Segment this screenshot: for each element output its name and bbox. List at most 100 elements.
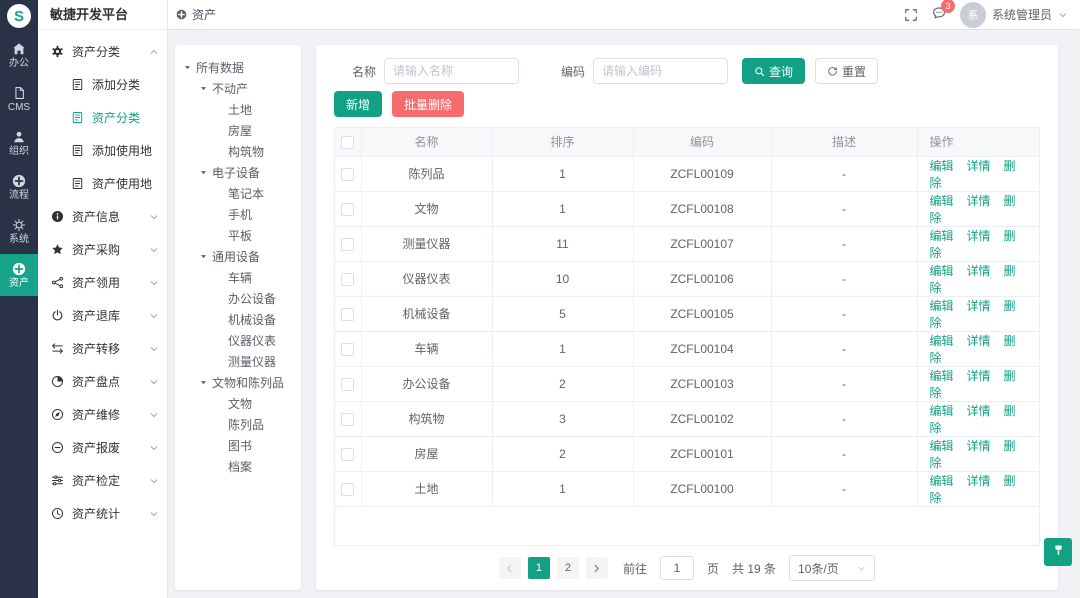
edit-link[interactable]: 编辑 <box>929 193 954 208</box>
sidebar-item-asset-category[interactable]: 资产分类 <box>38 101 167 134</box>
sidebar-group-asset-verification[interactable]: 资产检定 <box>38 464 167 497</box>
delete-link[interactable]: 删除 <box>929 438 1016 470</box>
fullscreen-icon[interactable] <box>904 8 918 22</box>
detail-link[interactable]: 详情 <box>966 403 991 418</box>
delete-link[interactable]: 删除 <box>929 263 1016 295</box>
rail-item-system[interactable]: 系统 <box>0 210 38 252</box>
row-checkbox[interactable] <box>341 377 355 391</box>
tree-node[interactable]: 土地 <box>228 103 253 117</box>
detail-link[interactable]: 详情 <box>966 473 991 488</box>
sidebar-group-asset-category[interactable]: 资产分类 <box>38 35 167 68</box>
row-checkbox[interactable] <box>341 167 355 181</box>
tree-node[interactable]: 笔记本 <box>228 187 265 201</box>
delete-link[interactable]: 删除 <box>929 228 1016 260</box>
sidebar-item-asset-location[interactable]: 资产使用地 <box>38 167 167 200</box>
caret-down-icon[interactable] <box>199 84 208 93</box>
tree-node[interactable]: 办公设备 <box>228 292 277 306</box>
sidebar-group-asset-statistics[interactable]: 资产统计 <box>38 497 167 530</box>
edit-link[interactable]: 编辑 <box>929 473 954 488</box>
sidebar-group-asset-receive[interactable]: 资产领用 <box>38 266 167 299</box>
scrollbar[interactable] <box>1072 30 1080 598</box>
tree-node[interactable]: 通用设备 <box>179 246 297 267</box>
tree-node[interactable]: 图书 <box>228 439 253 453</box>
tree-node[interactable]: 不动产 <box>179 78 297 99</box>
rail-item-office[interactable]: 办公 <box>0 34 38 76</box>
caret-down-icon[interactable] <box>199 252 208 261</box>
caret-down-icon[interactable] <box>199 168 208 177</box>
tree-node[interactable]: 文物和陈列品 <box>179 372 297 393</box>
sidebar-group-asset-repair[interactable]: 资产维修 <box>38 398 167 431</box>
delete-link[interactable]: 删除 <box>929 193 1016 225</box>
sidebar-group-asset-purchase[interactable]: 资产采购 <box>38 233 167 266</box>
detail-link[interactable]: 详情 <box>966 193 991 208</box>
tree-node[interactable]: 测量仪器 <box>228 355 277 369</box>
caret-down-icon[interactable] <box>199 378 208 387</box>
row-checkbox[interactable] <box>341 447 355 461</box>
detail-link[interactable]: 详情 <box>966 263 991 278</box>
goto-page-input[interactable] <box>659 556 694 580</box>
sidebar-group-asset-info[interactable]: 资产信息 <box>38 200 167 233</box>
tree-node[interactable]: 陈列品 <box>228 418 265 432</box>
edit-link[interactable]: 编辑 <box>929 158 954 173</box>
rail-item-cms[interactable]: CMS <box>0 78 38 120</box>
delete-link[interactable]: 删除 <box>929 333 1016 365</box>
delete-link[interactable]: 删除 <box>929 158 1016 190</box>
code-filter-input[interactable] <box>593 58 729 84</box>
tree-node[interactable]: 电子设备 <box>179 162 297 183</box>
tree-node[interactable]: 构筑物 <box>228 145 265 159</box>
sidebar-item-add-category[interactable]: 添加分类 <box>38 68 167 101</box>
pager-prev-button[interactable] <box>498 557 521 579</box>
rail-item-organization[interactable]: 组织 <box>0 122 38 164</box>
select-all-checkbox[interactable] <box>341 135 355 149</box>
edit-link[interactable]: 编辑 <box>929 368 954 383</box>
tree-node[interactable]: 车辆 <box>228 271 253 285</box>
delete-link[interactable]: 删除 <box>929 298 1016 330</box>
edit-link[interactable]: 编辑 <box>929 228 954 243</box>
caret-down-icon[interactable] <box>183 63 192 72</box>
edit-link[interactable]: 编辑 <box>929 438 954 453</box>
tree-node[interactable]: 机械设备 <box>228 313 277 327</box>
tree-node[interactable]: 文物 <box>228 397 253 411</box>
row-checkbox[interactable] <box>341 482 355 496</box>
delete-link[interactable]: 删除 <box>929 368 1016 400</box>
edit-link[interactable]: 编辑 <box>929 298 954 313</box>
reset-button[interactable]: 重置 <box>815 58 879 84</box>
page-size-select[interactable]: 10条/页 <box>789 555 876 581</box>
delete-link[interactable]: 删除 <box>929 403 1016 435</box>
pager-next-button[interactable] <box>585 557 608 579</box>
name-filter-input[interactable] <box>384 58 520 84</box>
detail-link[interactable]: 详情 <box>966 298 991 313</box>
tree-node-all-data[interactable]: 所有数据 <box>179 57 297 78</box>
row-checkbox[interactable] <box>341 342 355 356</box>
detail-link[interactable]: 详情 <box>966 333 991 348</box>
detail-link[interactable]: 详情 <box>966 158 991 173</box>
message-icon[interactable]: 3 <box>932 0 955 23</box>
detail-link[interactable]: 详情 <box>966 228 991 243</box>
row-checkbox[interactable] <box>341 272 355 286</box>
pager-page-1[interactable]: 1 <box>527 557 550 579</box>
sidebar-group-asset-transfer[interactable]: 资产转移 <box>38 332 167 365</box>
edit-link[interactable]: 编辑 <box>929 403 954 418</box>
edit-link[interactable]: 编辑 <box>929 333 954 348</box>
user-menu[interactable]: 系 系统管理员 <box>959 1 1068 28</box>
detail-link[interactable]: 详情 <box>966 438 991 453</box>
sidebar-group-asset-scrap[interactable]: 资产报废 <box>38 431 167 464</box>
batch-delete-button[interactable]: 批量删除 <box>392 91 465 117</box>
tree-node[interactable]: 手机 <box>228 208 253 222</box>
edit-link[interactable]: 编辑 <box>929 263 954 278</box>
sidebar-group-asset-return[interactable]: 资产退库 <box>38 299 167 332</box>
add-button[interactable]: 新增 <box>334 91 383 117</box>
app-logo[interactable]: S <box>0 0 38 32</box>
sidebar-item-add-location[interactable]: 添加使用地 <box>38 134 167 167</box>
rail-item-asset[interactable]: 资产 <box>0 254 38 296</box>
tab-asset[interactable]: 资产 <box>176 6 216 23</box>
detail-link[interactable]: 详情 <box>966 368 991 383</box>
row-checkbox[interactable] <box>341 202 355 216</box>
theme-settings-button[interactable] <box>1044 538 1072 566</box>
search-button[interactable]: 查询 <box>742 58 806 84</box>
tree-node[interactable]: 房屋 <box>228 124 253 138</box>
delete-link[interactable]: 删除 <box>929 473 1016 505</box>
row-checkbox[interactable] <box>341 412 355 426</box>
sidebar-group-asset-inventory[interactable]: 资产盘点 <box>38 365 167 398</box>
rail-item-process[interactable]: 流程 <box>0 166 38 208</box>
